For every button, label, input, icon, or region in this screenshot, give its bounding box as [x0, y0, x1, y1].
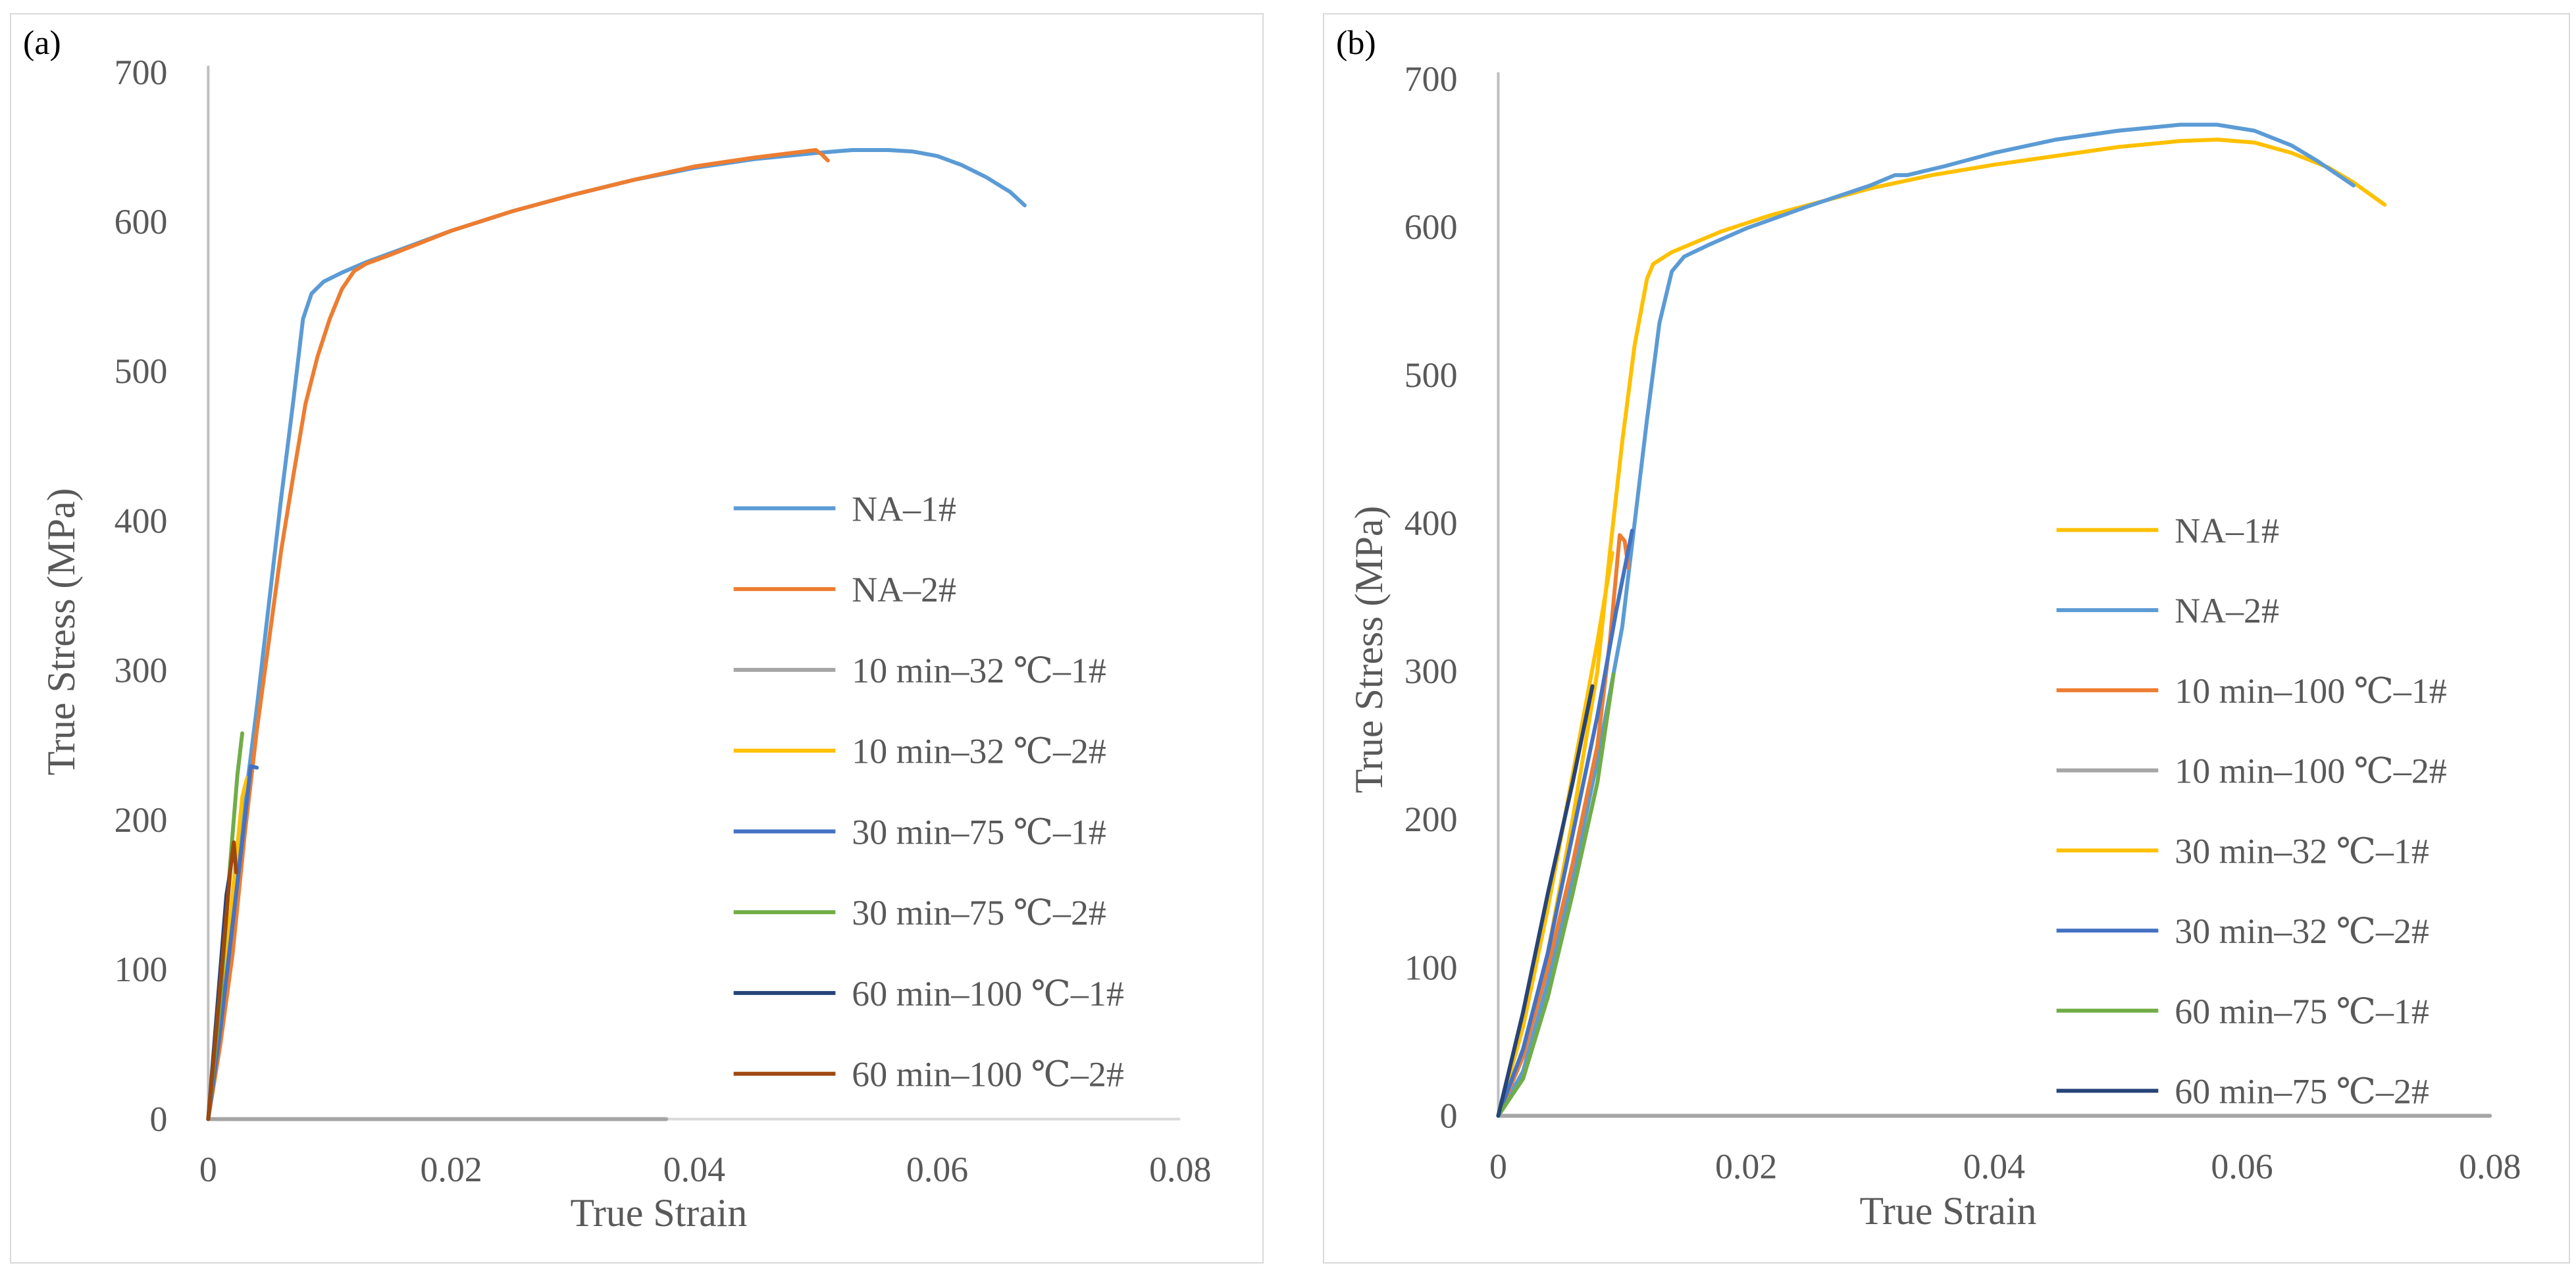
y-tick-label: 700 — [1404, 59, 1458, 99]
legend-label-4: 10 min–32 ℃–2# — [852, 732, 1106, 771]
legend-label-6: 30 min–32 ℃–2# — [2175, 911, 2429, 951]
x-tick-label: 0.04 — [1963, 1146, 2025, 1186]
x-axis-title: True Strain — [1860, 1189, 2037, 1233]
y-tick-label: 300 — [1404, 652, 1458, 691]
y-tick-label: 100 — [1404, 948, 1458, 987]
y-axis-title: True Stress (MPa) — [39, 488, 83, 776]
panel-label-a: (a) — [23, 24, 61, 62]
x-tick-label: 0.06 — [2211, 1146, 2273, 1186]
legend-label-1: NA–1# — [2175, 511, 2279, 550]
legend-label-6: 30 min–75 ℃–2# — [852, 893, 1106, 933]
series-line-2 — [206, 147, 830, 1121]
x-tick-label: 0.02 — [1715, 1146, 1777, 1186]
series-line-3 — [1496, 533, 1631, 1118]
y-tick-label: 200 — [1404, 800, 1458, 839]
x-tick-label: 0 — [199, 1150, 217, 1189]
chart-b-svg: 0 100 200 300 400 500 600 700 0 0.02 0.04 0.06 0.08 T… — [1347, 59, 2521, 1233]
y-tick-label: 700 — [115, 53, 168, 92]
legend-label-1: NA–1# — [852, 489, 956, 528]
panel-label-b: (b) — [1336, 24, 1376, 62]
y-tick-label: 300 — [115, 651, 168, 690]
y-tick-label: 600 — [115, 202, 168, 242]
legend-label-5: 30 min–75 ℃–1# — [852, 812, 1106, 852]
series-line-8 — [206, 840, 238, 1121]
x-tick-label: 0.06 — [906, 1150, 968, 1189]
legend-label-7: 60 min–75 ℃–1# — [2175, 992, 2429, 1031]
series-line-8 — [1496, 684, 1595, 1118]
x-axis-title: True Strain — [571, 1191, 748, 1235]
series-line-5 — [1496, 551, 1614, 1118]
y-tick-label: 0 — [1440, 1096, 1458, 1135]
y-tick-label: 600 — [1404, 207, 1458, 247]
legend-label-3: 10 min–32 ℃–1# — [852, 651, 1106, 690]
series-line-1 — [1496, 138, 2387, 1118]
x-tick-label: 0.04 — [663, 1150, 725, 1189]
chart-panel-b: (b) 0 100 200 300 400 500 600 700 0 0.02 0.04 0.06 0… — [1323, 13, 2570, 1264]
legend-label-3: 10 min–100 ℃–1# — [2175, 671, 2446, 711]
series-line-5 — [206, 764, 259, 1121]
x-tick-label: 0.08 — [1149, 1150, 1211, 1189]
legend-label-5: 30 min–32 ℃–1# — [2175, 831, 2429, 871]
x-tick-label: 0.02 — [420, 1150, 482, 1189]
y-tick-label: 100 — [115, 950, 168, 989]
legend-label-2: NA–2# — [2175, 591, 2279, 630]
legend-label-8: 60 min–100 ℃–2# — [852, 1055, 1123, 1094]
chart-a-svg: 0 100 200 300 400 500 600 700 0 0.02 0.04 0.06 0.08 T… — [39, 53, 1212, 1235]
y-tick-label: 200 — [115, 800, 168, 840]
legend-label-4: 10 min–100 ℃–2# — [2175, 752, 2446, 791]
x-tick-label: 0 — [1489, 1146, 1507, 1186]
series-line-6 — [1496, 528, 1634, 1118]
x-tick-label: 0.08 — [2459, 1146, 2521, 1186]
y-tick-label: 400 — [115, 501, 168, 540]
chart-panel-a: (a) 0 100 200 300 400 500 600 700 0 0.02 0.04 0.06 0… — [10, 13, 1264, 1264]
series-line-7 — [1496, 672, 1616, 1118]
y-tick-label: 500 — [115, 351, 168, 391]
y-tick-label: 0 — [150, 1099, 168, 1139]
y-axis-title: True Stress (MPa) — [1347, 506, 1391, 794]
y-tick-label: 400 — [1404, 503, 1458, 543]
y-tick-label: 500 — [1404, 355, 1458, 395]
legend-label-8: 60 min–75 ℃–2# — [2175, 1072, 2429, 1112]
legend-label-7: 60 min–100 ℃–1# — [852, 974, 1123, 1013]
legend-label-2: NA–2# — [852, 570, 956, 609]
